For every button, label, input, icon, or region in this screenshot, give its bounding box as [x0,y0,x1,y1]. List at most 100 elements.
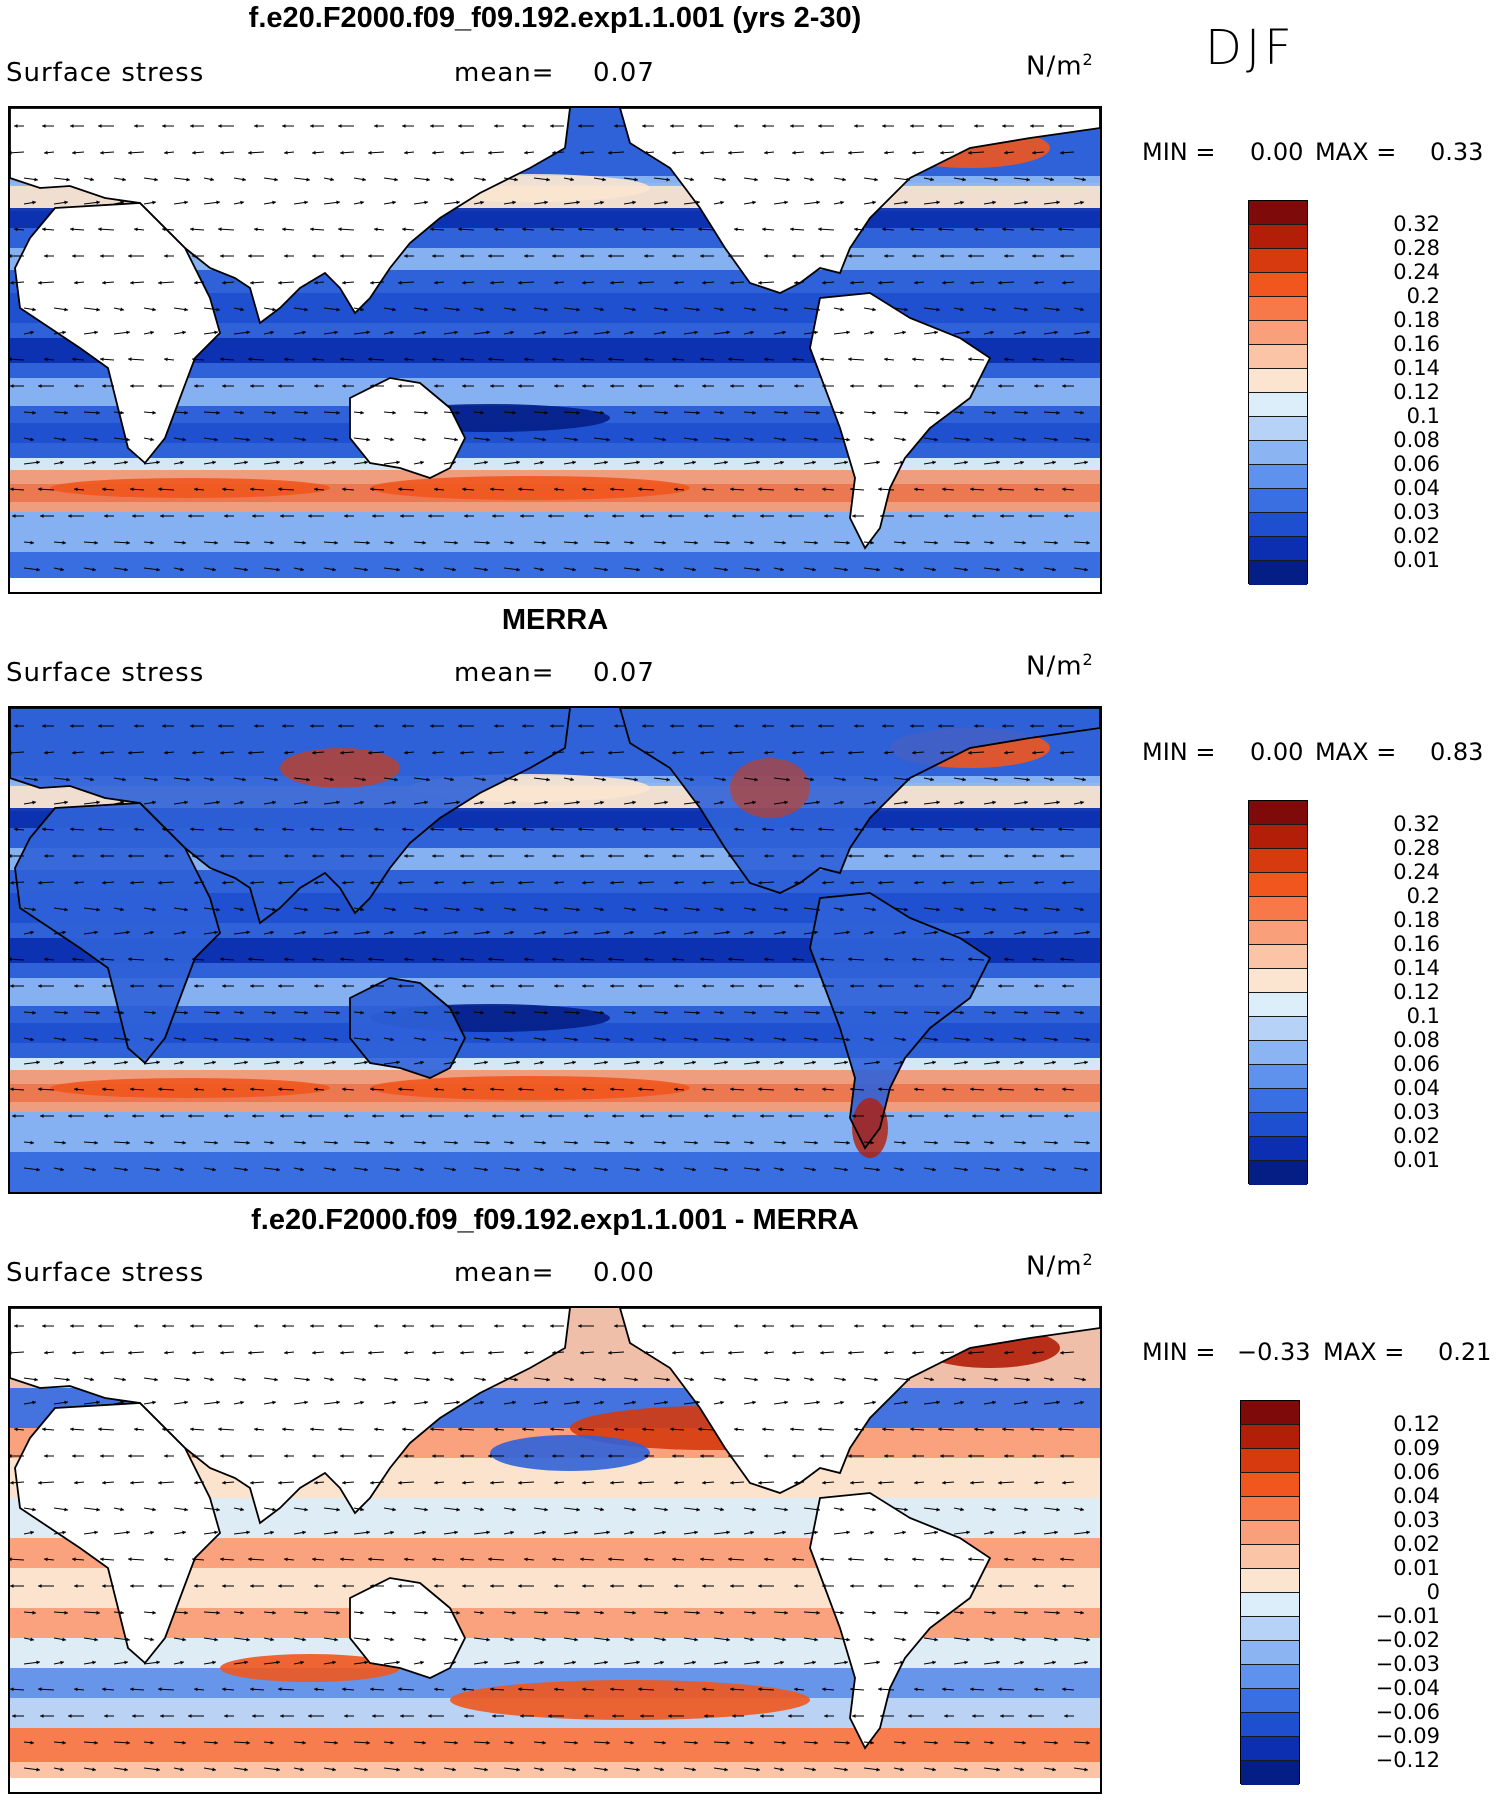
colorbar-swatch [1249,1137,1307,1161]
colorbar-tick-label: 0.01 [1393,548,1440,572]
colorbar-tick-label: 0.1 [1406,404,1440,428]
colorbar-swatch [1241,1569,1299,1593]
colorbar-swatch [1241,1617,1299,1641]
colorbar-swatch [1249,561,1307,585]
colorbar-tick-label: 0.12 [1393,380,1440,404]
colorbar-tick-label: −0.04 [1375,1676,1440,1700]
colorbar-tick-label: 0.28 [1393,236,1440,260]
mean-label: mean= [454,58,555,88]
mean-value: 0.07 [593,58,655,88]
colorbar-swatch [1249,969,1307,993]
colorbar-tick-label: 0.06 [1393,452,1440,476]
colorbar-swatch [1249,417,1307,441]
colorbar-swatch [1241,1665,1299,1689]
colorbar-tick-label: 0.18 [1393,308,1440,332]
colorbar-swatch [1249,993,1307,1017]
colorbar-tick-label: 0.06 [1393,1460,1440,1484]
colorbar-tick-label: 0.28 [1393,836,1440,860]
colorbar-ticks: 0.32 0.28 0.24 0.2 0.18 0.16 0.14 0.12 0.1 0.08 0.… [1320,200,1440,584]
colorbar-swatch [1249,273,1307,297]
max-value: 0.33 [1430,138,1484,166]
colorbar-swatch [1249,393,1307,417]
colorbar-tick-label: 0 [1426,1580,1440,1604]
max-label: MAX = [1315,738,1397,766]
colorbar-swatch [1249,801,1307,825]
colorbar-tick-label: −0.09 [1375,1724,1440,1748]
colorbar-swatch [1241,1737,1299,1761]
colorbar-swatch [1249,945,1307,969]
map-panel-model [8,106,1102,594]
colorbar-tick-label: 0.01 [1393,1148,1440,1172]
colorbar-swatch [1249,345,1307,369]
colorbar-swatch [1249,1161,1307,1185]
mean-value: 0.07 [593,658,655,688]
min-value: −0.33 [1237,1338,1311,1366]
map-panel-diff [8,1306,1102,1794]
colorbar-tick-label: −0.06 [1375,1700,1440,1724]
max-label: MAX = [1323,1338,1405,1366]
colorbar-tick-label: 0.32 [1393,812,1440,836]
colorbar-tick-label: 0.1 [1406,1004,1440,1028]
colorbar-tick-label: 0.32 [1393,212,1440,236]
variable-label: Surface stress [6,58,205,88]
colorbar-tick-label: −0.03 [1375,1652,1440,1676]
mean-label: mean= [454,1258,555,1288]
units-label: N/m2 [1026,650,1094,682]
colorbar-swatch [1249,849,1307,873]
colorbar-swatch [1241,1425,1299,1449]
colorbar-swatch [1241,1401,1299,1425]
colorbar-swatch [1241,1713,1299,1737]
colorbar-swatch [1249,897,1307,921]
colorbar-swatch [1249,249,1307,273]
colorbar-tick-label: 0.08 [1393,428,1440,452]
colorbar-swatch [1249,441,1307,465]
min-label: MIN = [1142,1338,1216,1366]
colorbar-tick-label: 0.02 [1393,1124,1440,1148]
units-label: N/m2 [1026,50,1094,82]
colorbar-tick-label: 0.18 [1393,908,1440,932]
colorbar-swatch [1241,1761,1299,1785]
colorbar-swatch [1249,1017,1307,1041]
panel-title: f.e20.F2000.f09_f09.192.exp1.1.001 (yrs … [248,2,862,34]
colorbar-tick-label: 0.06 [1393,1052,1440,1076]
mean-label: mean= [454,658,555,688]
min-value: 0.00 [1250,738,1304,766]
colorbar-swatch [1249,873,1307,897]
colorbar-swatch [1241,1497,1299,1521]
colorbar-tick-label: 0.02 [1393,1532,1440,1556]
colorbar-tick-label: −0.12 [1375,1748,1440,1772]
colorbar-swatch [1249,489,1307,513]
colorbar-tick-label: 0.12 [1393,1412,1440,1436]
map-panel-obs [8,706,1102,1194]
colorbar-tick-label: 0.04 [1393,1076,1440,1100]
colorbar [1240,1400,1300,1785]
colorbar-swatch [1249,537,1307,561]
colorbar-swatch [1249,201,1307,225]
colorbar-tick-label: 0.03 [1393,1508,1440,1532]
min-label: MIN = [1142,138,1216,166]
min-value: 0.00 [1250,138,1304,166]
season-label: DJF [1205,20,1296,76]
colorbar-tick-label: 0.16 [1393,332,1440,356]
colorbar-swatch [1241,1593,1299,1617]
colorbar-swatch [1241,1473,1299,1497]
colorbar-swatch [1249,465,1307,489]
colorbar-ticks: 0.12 0.09 0.06 0.04 0.03 0.02 0.01 0 −0.01 −0.02−… [1320,1400,1440,1784]
colorbar-swatch [1249,297,1307,321]
panel-title: f.e20.F2000.f09_f09.192.exp1.1.001 - MER… [251,1204,859,1236]
colorbar-swatch [1249,921,1307,945]
colorbar-tick-label: 0.16 [1393,932,1440,956]
colorbar-tick-label: 0.02 [1393,524,1440,548]
colorbar-tick-label: −0.01 [1375,1604,1440,1628]
colorbar [1248,200,1308,585]
colorbar-tick-label: 0.03 [1393,1100,1440,1124]
colorbar-tick-label: 0.24 [1393,260,1440,284]
colorbar-swatch [1249,225,1307,249]
colorbar-swatch [1249,1113,1307,1137]
colorbar-ticks: 0.32 0.28 0.24 0.2 0.18 0.16 0.14 0.12 0.1 0.08 0.… [1320,800,1440,1184]
max-value: 0.21 [1438,1338,1492,1366]
colorbar-tick-label: 0.2 [1406,284,1440,308]
colorbar-swatch [1241,1641,1299,1665]
colorbar-tick-label: 0.01 [1393,1556,1440,1580]
colorbar-swatch [1241,1545,1299,1569]
